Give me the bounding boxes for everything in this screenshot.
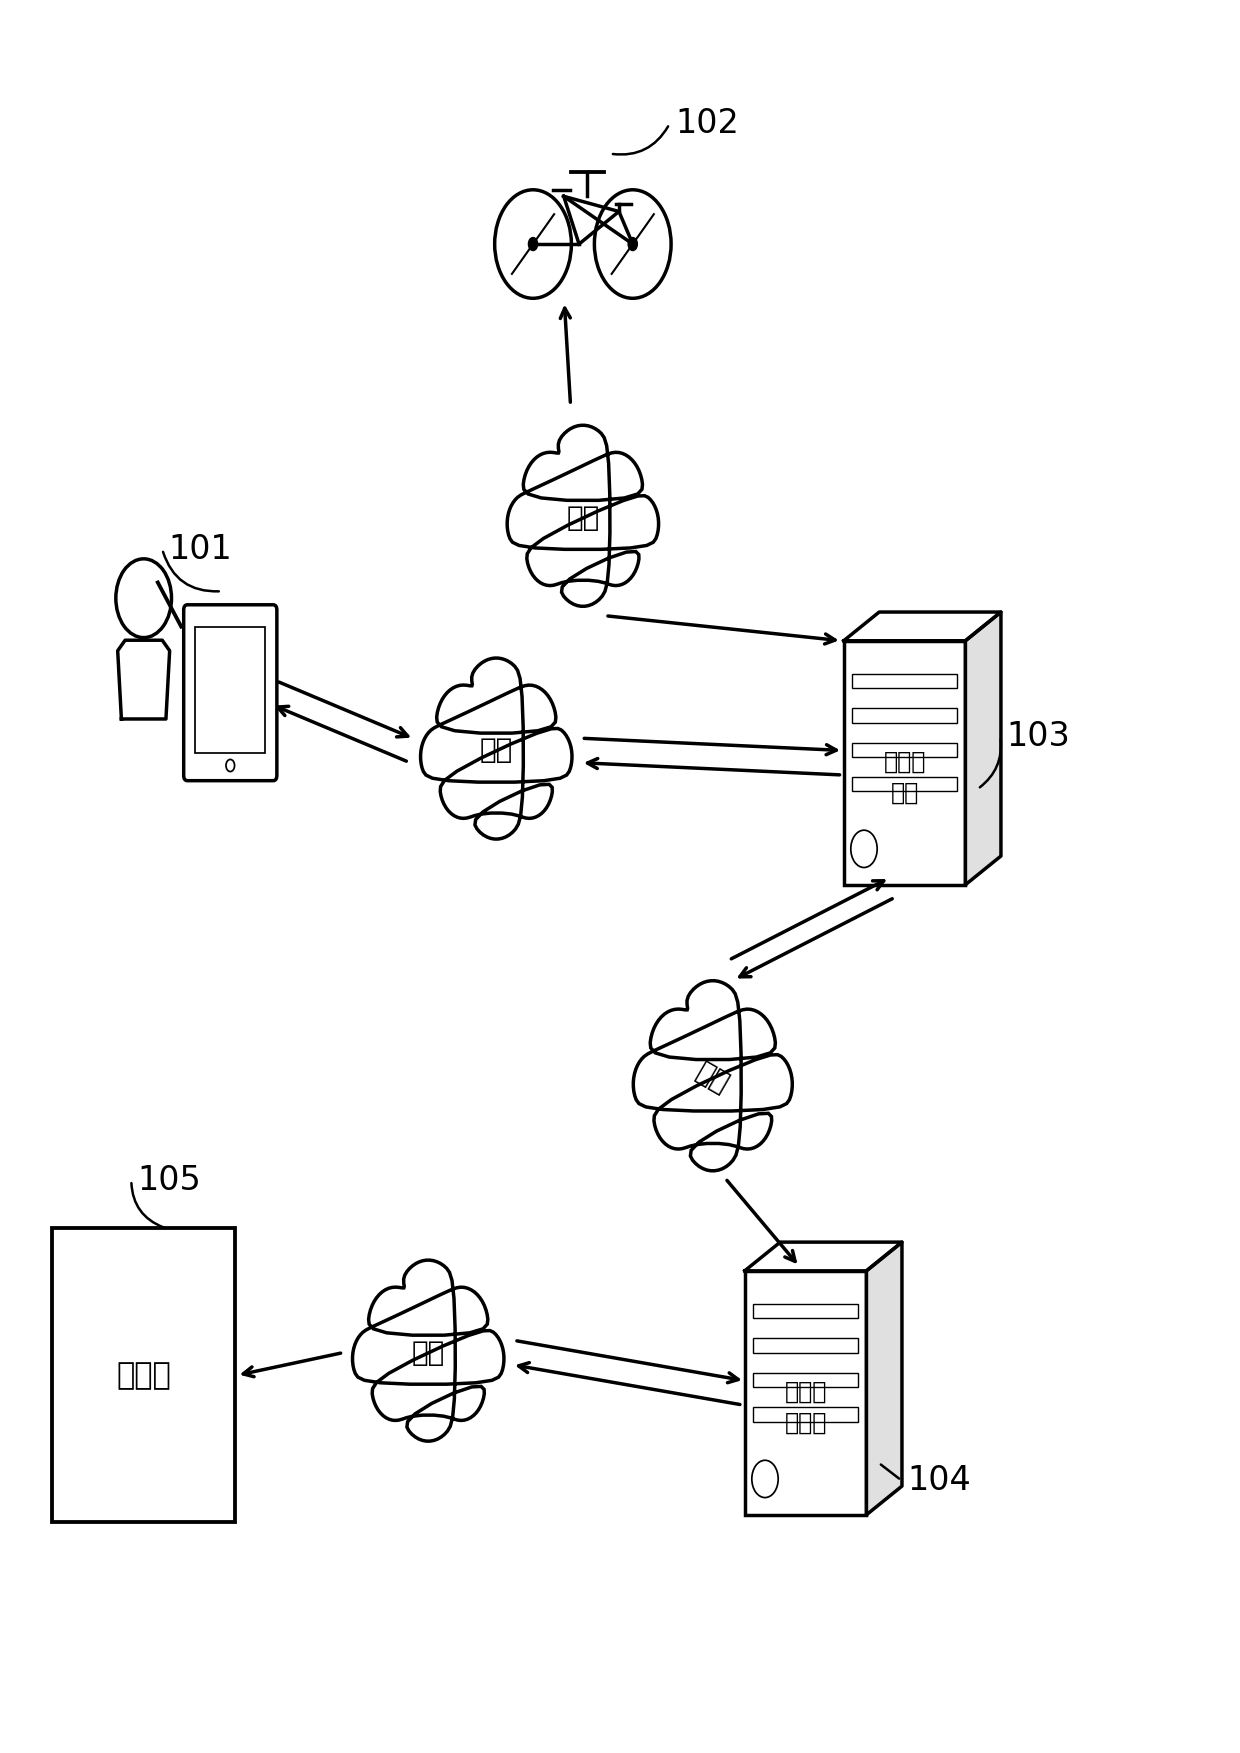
Polygon shape	[966, 612, 1001, 885]
Text: 服务台
换电柜: 服务台 换电柜	[785, 1380, 827, 1436]
Bar	[843, 642, 966, 885]
Polygon shape	[118, 640, 170, 719]
Bar	[753, 1373, 858, 1387]
Text: 101: 101	[169, 533, 232, 566]
Polygon shape	[867, 1243, 901, 1515]
Bar	[753, 1408, 858, 1422]
Text: 103: 103	[1007, 720, 1070, 754]
Text: 102: 102	[676, 107, 739, 140]
Bar	[852, 673, 957, 689]
Polygon shape	[843, 612, 1001, 642]
Circle shape	[629, 237, 637, 251]
Text: 服务台
车辆: 服务台 车辆	[883, 749, 926, 805]
Text: 网络: 网络	[692, 1057, 734, 1097]
Bar	[852, 777, 957, 791]
Bar	[52, 1229, 236, 1522]
PathPatch shape	[634, 980, 792, 1171]
FancyBboxPatch shape	[184, 605, 277, 780]
PathPatch shape	[420, 657, 572, 840]
Bar	[753, 1304, 858, 1318]
Bar	[852, 708, 957, 722]
Text: 网络: 网络	[480, 736, 513, 764]
Bar	[753, 1338, 858, 1353]
Circle shape	[528, 237, 538, 251]
Polygon shape	[745, 1243, 901, 1271]
Text: 105: 105	[138, 1164, 201, 1197]
Text: 换电柜: 换电柜	[117, 1360, 171, 1390]
Text: 网络: 网络	[412, 1339, 445, 1367]
PathPatch shape	[352, 1260, 503, 1441]
Bar	[852, 743, 957, 757]
Text: 网络: 网络	[567, 503, 599, 531]
Bar	[745, 1271, 867, 1515]
Bar	[195, 626, 265, 754]
PathPatch shape	[507, 426, 658, 607]
Text: 104: 104	[908, 1464, 971, 1497]
